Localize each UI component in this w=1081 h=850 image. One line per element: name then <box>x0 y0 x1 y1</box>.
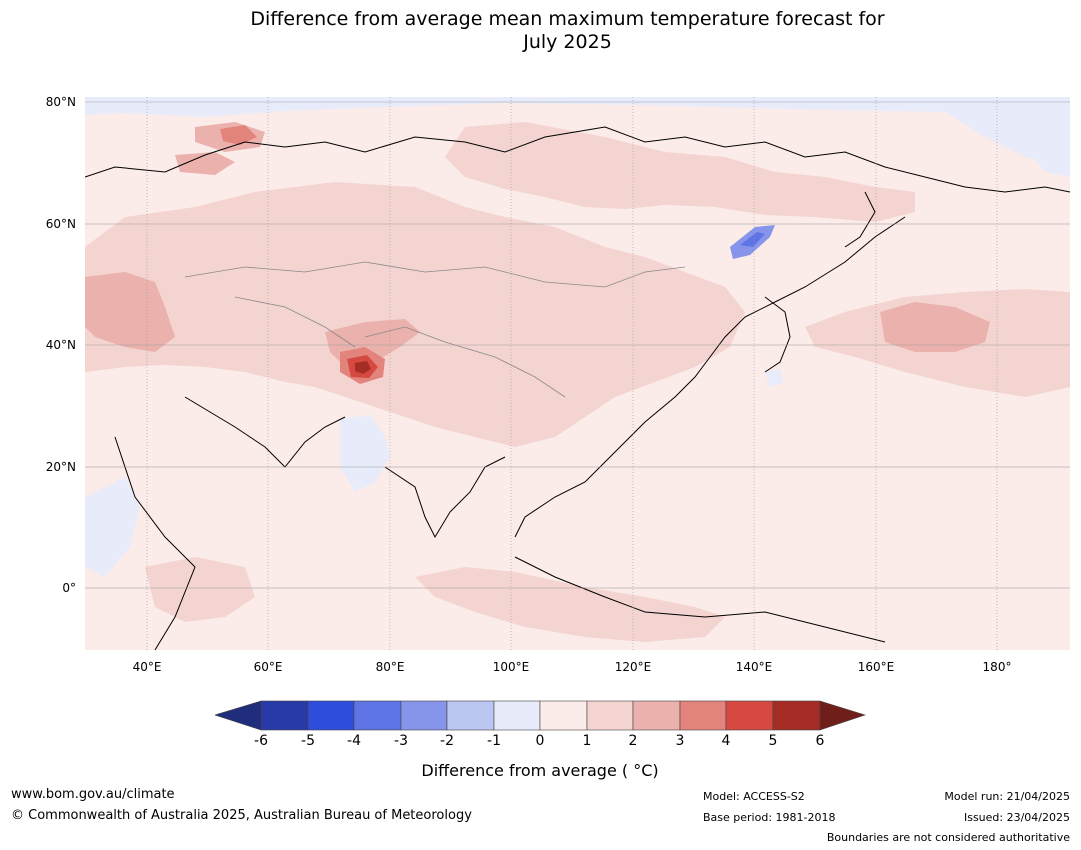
coastline-indonesia <box>514 556 886 643</box>
coastline-pacific <box>514 216 906 538</box>
lat-label-20: 20°N <box>45 460 76 474</box>
title-line-1: Difference from average mean maximum tem… <box>250 8 885 30</box>
colorbar-low-extension <box>215 700 262 731</box>
colorbar-label: Difference from average ( °C) <box>421 761 659 780</box>
coastline-arabia <box>184 396 346 468</box>
lat-label-80: 80°N <box>45 95 76 109</box>
colorbar-tick: -3 <box>394 733 408 749</box>
colorbar-segment <box>679 700 727 731</box>
graticule <box>85 97 1070 650</box>
colorbar-high-extension <box>819 700 866 731</box>
footer-url: www.bom.gov.au/climate <box>11 787 175 802</box>
okhotsk-cold-spot <box>730 225 775 259</box>
lon-label-140: 140°E <box>735 660 773 674</box>
footer-model: Model: ACCESS-S2 <box>703 790 805 803</box>
siberia-warm-region <box>445 122 915 222</box>
karakoram-hot-spot <box>355 361 371 374</box>
colorbar <box>215 700 866 731</box>
coastline-africa <box>114 436 196 650</box>
lon-label-60: 60°E <box>253 660 283 674</box>
footer-model-run: Model run: 21/04/2025 <box>944 790 1070 803</box>
colorbar-segment <box>772 700 821 731</box>
footer-base-period: Base period: 1981-2018 <box>703 811 836 824</box>
warm-anomaly-1-2 <box>85 122 1070 642</box>
colorbar-tick: 4 <box>721 733 731 749</box>
footer-copyright: © Commonwealth of Australia 2025, Austra… <box>11 808 472 823</box>
lon-label-100: 100°E <box>492 660 530 674</box>
colorbar-tick: -4 <box>347 733 361 749</box>
colorbar-tick: 0 <box>535 733 545 749</box>
lon-label-180: 180° <box>982 660 1012 674</box>
kola-warm-region <box>220 125 257 145</box>
lat-label-0: 0° <box>62 581 76 595</box>
colorbar-segment <box>725 700 774 731</box>
colorbar-tick: -2 <box>440 733 454 749</box>
eurasia-warm-region <box>85 182 745 447</box>
coastline-japan <box>764 296 791 373</box>
africa-cool-region <box>85 477 140 577</box>
title-line-2: July 2025 <box>523 31 612 53</box>
equator-warm-region <box>415 567 725 642</box>
border-china-west <box>364 326 566 398</box>
colorbar-segment <box>493 700 541 731</box>
colorbar-segment <box>400 700 448 731</box>
colorbar-segment <box>446 700 495 731</box>
footer-issued: Issued: 23/04/2025 <box>963 811 1070 824</box>
cool-anomaly-regions <box>85 97 1070 577</box>
colorbar-segment <box>586 700 634 731</box>
coastline-arctic <box>85 126 1070 193</box>
colorbar-segment <box>260 700 309 731</box>
lat-label-40: 40°N <box>45 338 76 352</box>
border-central-asia <box>234 296 356 348</box>
coastlines <box>85 126 1070 650</box>
japan-cool-region <box>765 369 783 387</box>
colorbar-segment <box>353 700 402 731</box>
finland-warm-region <box>175 152 235 175</box>
colorbar-segment <box>307 700 355 731</box>
colorbar-tick: 3 <box>675 733 685 749</box>
colorbar-tick: 6 <box>815 733 825 749</box>
footer-disclaimer: Boundaries are not considered authoritat… <box>826 831 1070 844</box>
lat-label-60: 60°N <box>45 217 76 231</box>
coastline-kamchatka <box>844 191 876 248</box>
warm-anomaly-2-3 <box>85 122 990 367</box>
lon-label-120: 120°E <box>614 660 652 674</box>
colorbar-tick: -5 <box>301 733 315 749</box>
border-russia-south <box>184 261 686 288</box>
colorbar-tick: 1 <box>582 733 592 749</box>
warm-anomaly-core <box>347 355 378 378</box>
colorbar-tick: 5 <box>768 733 778 749</box>
map-canvas <box>85 97 1070 650</box>
lon-label-160: 160°E <box>857 660 895 674</box>
caspian-warm-region <box>85 272 175 352</box>
colorbar-tick: 2 <box>628 733 638 749</box>
colorbar-tick: -1 <box>487 733 501 749</box>
country-borders <box>184 261 686 398</box>
lon-label-80: 80°E <box>375 660 405 674</box>
coastline-india <box>384 456 506 539</box>
north-pacific-warm-region <box>880 302 990 352</box>
lon-label-40: 40°E <box>132 660 162 674</box>
okhotsk-cold-inner <box>740 232 765 247</box>
arctic-cool-region-east <box>965 97 1070 177</box>
colorbar-tick: -6 <box>254 733 268 749</box>
map-title: Difference from average mean maximum tem… <box>0 8 1081 54</box>
colorbar-segment <box>539 700 588 731</box>
africa-warm-region <box>145 557 255 622</box>
india-cool-region <box>340 415 390 492</box>
colorbar-segment <box>632 700 681 731</box>
arctic-cool-region-west <box>85 97 1070 167</box>
forecast-map <box>85 97 1070 650</box>
